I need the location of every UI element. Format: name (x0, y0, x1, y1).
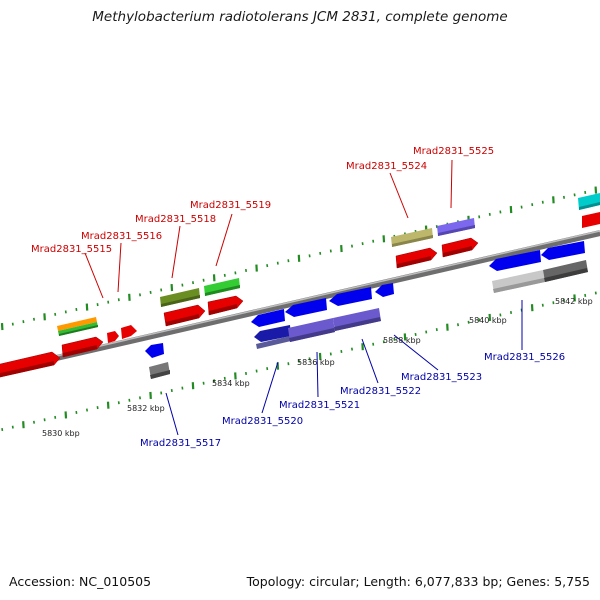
gene-label-5516: Mrad2831_5516 (81, 231, 162, 242)
gene-slate-1[interactable] (288, 318, 335, 342)
kbp-label-5834: 5834 kbp (212, 379, 250, 388)
gene-row-upper-colored (57, 193, 600, 336)
gene-purple[interactable] (437, 218, 475, 236)
accession-text: Accession: NC_010505 (9, 574, 152, 589)
gene-navy-1[interactable] (254, 325, 291, 349)
tick-track-lower (1, 291, 597, 432)
genome-summary-text: Topology: circular; Length: 6,077,833 bp… (246, 574, 590, 589)
genome-axis (0, 230, 600, 374)
gene-olive[interactable] (160, 288, 200, 307)
callout-lines-blue (165, 300, 523, 436)
gene-red-2[interactable] (61, 336, 104, 358)
gene-label-5523: Mrad2831_5523 (401, 372, 482, 383)
gene-label-5522: Mrad2831_5522 (340, 386, 421, 397)
gene-blue-2[interactable] (251, 309, 285, 327)
gene-label-5525: Mrad2831_5525 (413, 146, 494, 157)
gene-blue-4[interactable] (329, 287, 372, 306)
gene-red-1[interactable] (0, 351, 61, 378)
gene-label-5519: Mrad2831_5519 (190, 200, 271, 211)
genome-title: Methylobacterium radiotolerans JCM 2831,… (92, 9, 508, 25)
gene-label-5524: Mrad2831_5524 (346, 161, 427, 172)
gene-slate-2[interactable] (333, 308, 381, 331)
kbp-label-5840: 5840 kbp (469, 316, 507, 325)
gene-blue-5[interactable] (375, 283, 394, 297)
gene-red-8[interactable] (441, 237, 479, 258)
gene-row-forward-red (0, 212, 600, 378)
gene-red-6[interactable] (207, 295, 244, 316)
gene-blue-3[interactable] (285, 298, 327, 317)
gene-lightgray-1[interactable] (492, 270, 545, 293)
gene-orange-green[interactable] (57, 317, 98, 336)
gene-label-5520: Mrad2831_5520 (222, 416, 303, 427)
gene-row-reverse-blue (145, 241, 588, 379)
gene-red-9[interactable] (582, 212, 600, 228)
gene-red-4[interactable] (121, 325, 137, 339)
gene-blue-6[interactable] (489, 250, 541, 271)
gene-blue-1[interactable] (145, 343, 164, 358)
tick-track-upper (0, 186, 598, 331)
kbp-label-5830: 5830 kbp (42, 429, 80, 438)
gene-red-3[interactable] (107, 331, 119, 343)
gene-green[interactable] (204, 278, 240, 296)
gene-label-5526: Mrad2831_5526 (484, 352, 565, 363)
kbp-label-5838: 5838 kbp (383, 336, 421, 345)
gene-label-5517: Mrad2831_5517 (140, 438, 221, 449)
callout-lines-red (84, 159, 453, 299)
kbp-label-5836: 5836 kbp (297, 358, 335, 367)
kbp-label-5832: 5832 kbp (127, 404, 165, 413)
gene-label-5521: Mrad2831_5521 (279, 400, 360, 411)
gene-red-5[interactable] (163, 304, 206, 327)
gene-gray-1[interactable] (149, 362, 170, 379)
gene-darkgray-1[interactable] (543, 260, 588, 282)
gene-cyan[interactable] (578, 193, 600, 210)
gene-blue-7[interactable] (541, 241, 585, 260)
gene-label-5515: Mrad2831_5515 (31, 244, 112, 255)
kbp-label-5842: 5842 kbp (555, 297, 593, 306)
gene-khaki[interactable] (391, 228, 433, 247)
gene-label-5518: Mrad2831_5518 (135, 214, 216, 225)
gene-red-7[interactable] (395, 247, 438, 269)
